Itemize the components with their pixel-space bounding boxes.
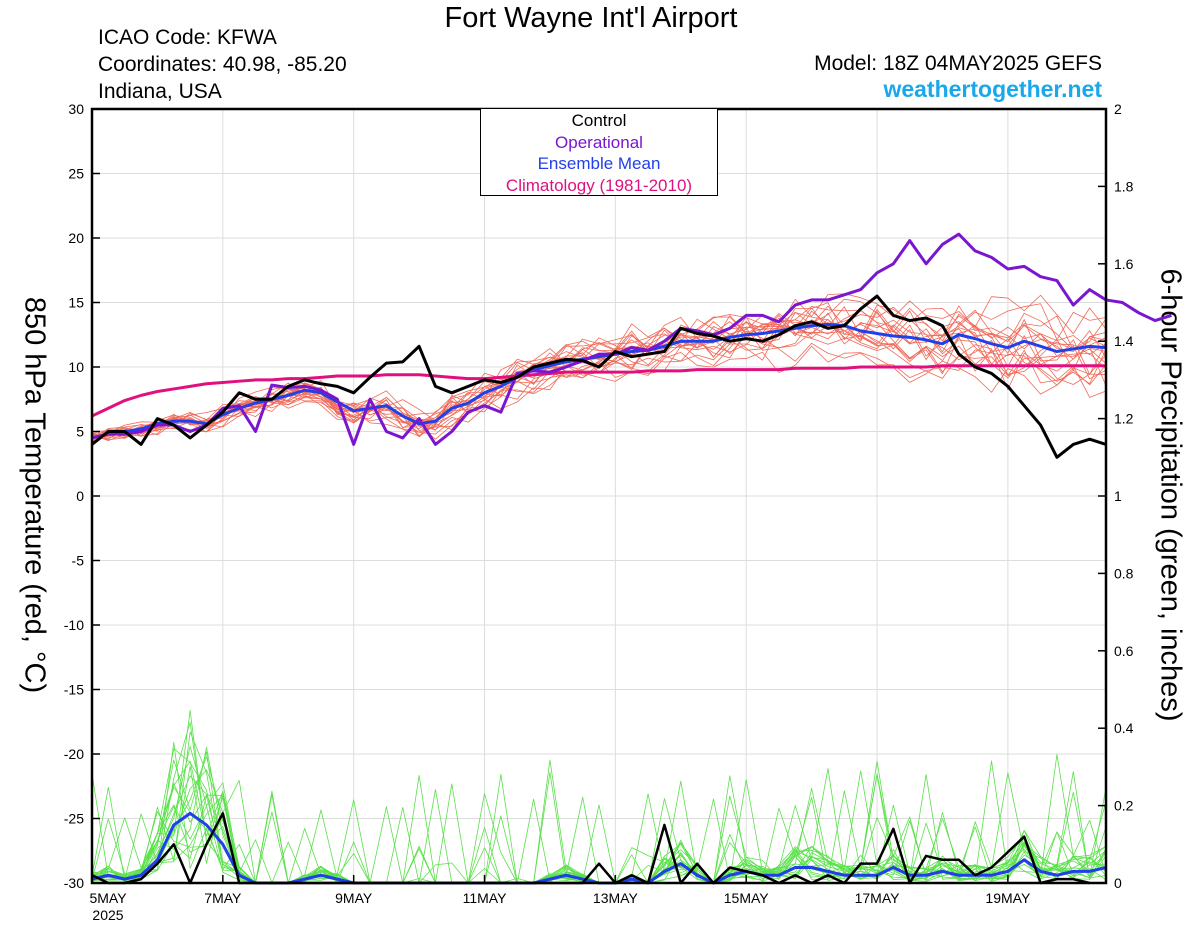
region: Indiana, USA xyxy=(98,80,222,103)
operational-line xyxy=(91,232,1172,446)
y-tick-label: -15 xyxy=(64,682,84,698)
climatology-line xyxy=(91,364,1106,418)
coordinates: Coordinates: 40.98, -85.20 xyxy=(98,53,347,76)
x-tick-sublabel: 2025 xyxy=(92,907,123,923)
y-tick-label: 0 xyxy=(76,488,84,504)
precip-member-line xyxy=(91,710,1107,884)
site-link[interactable]: weathertogether.net xyxy=(883,76,1102,102)
y-tick-label: 30 xyxy=(68,101,84,117)
legend-climatology: Climatology (1981-2010) xyxy=(505,175,693,195)
x-tick-label: 11MAY xyxy=(463,890,507,906)
model-run: Model: 18Z 04MAY2025 GEFS xyxy=(814,52,1102,75)
y2-tick-label: 0.4 xyxy=(1114,720,1134,736)
y-tick-label: -25 xyxy=(64,811,84,827)
y-tick-label: 15 xyxy=(68,295,84,311)
x-tick-label: 5MAY xyxy=(89,890,127,906)
y-tick-label: 25 xyxy=(68,166,84,182)
ensemble-member-line xyxy=(91,293,1107,440)
y2-tick-label: 2 xyxy=(1114,101,1122,117)
y-tick-label: -30 xyxy=(64,875,84,891)
y-tick-label: 5 xyxy=(76,424,84,440)
ensemble-mean-line xyxy=(91,322,1107,440)
y2-tick-label: 0 xyxy=(1114,875,1122,891)
chart-title: Fort Wayne Int'l Airport xyxy=(444,2,738,34)
y2-tick-label: 0.8 xyxy=(1114,565,1134,581)
y-tick-label: -10 xyxy=(64,617,84,633)
x-tick-label: 13MAY xyxy=(593,890,639,906)
x-tick-label: 9MAY xyxy=(335,890,373,906)
precip-member-line xyxy=(91,770,1107,884)
y2-tick-label: 1.6 xyxy=(1114,256,1134,272)
y2-tick-label: 1.4 xyxy=(1114,333,1134,349)
legend-ensemble-mean: Ensemble Mean xyxy=(537,154,661,173)
control-line xyxy=(91,294,1107,459)
x-tick-label: 15MAY xyxy=(724,890,770,906)
y2-tick-label: 1.2 xyxy=(1114,411,1134,427)
legend: Control Operational Ensemble Mean Climat… xyxy=(480,108,718,196)
y2-tick-label: 0.6 xyxy=(1114,643,1134,659)
icao-code: ICAO Code: KFWA xyxy=(98,26,277,49)
y2-tick-label: 1.8 xyxy=(1114,178,1134,194)
ensemble-member-line xyxy=(91,307,1107,442)
ensemble-member-line xyxy=(91,313,1107,444)
x-tick-label: 19MAY xyxy=(985,890,1031,906)
ensemble-member-line xyxy=(91,312,1107,439)
y-tick-label: -5 xyxy=(72,553,85,569)
y-tick-label: -20 xyxy=(64,746,84,762)
legend-operational: Operational xyxy=(555,132,643,152)
legend-control: Control xyxy=(571,111,627,130)
y-tick-label: 10 xyxy=(68,359,84,375)
ensemble-member-line xyxy=(91,298,1107,440)
y2-tick-label: 1 xyxy=(1114,488,1122,504)
x-tick-label: 17MAY xyxy=(855,890,901,906)
x-tick-label: 7MAY xyxy=(204,890,242,906)
y-tick-label: 20 xyxy=(68,230,84,246)
y2-tick-label: 0.2 xyxy=(1114,798,1134,814)
